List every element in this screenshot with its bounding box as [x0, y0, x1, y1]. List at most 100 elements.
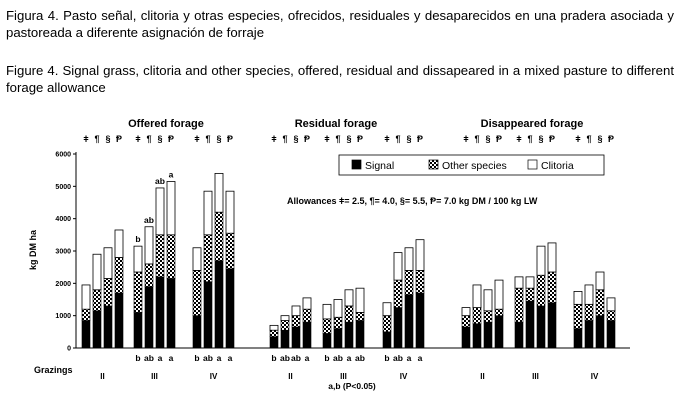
legend: Signal Other species Clitoria: [338, 154, 605, 176]
allowance-symbol: ¶: [395, 134, 400, 144]
bar-signal: [203, 281, 213, 349]
grazing-label: III: [340, 372, 347, 381]
allowance-symbol: ǂ: [575, 134, 580, 144]
bar-other-species: [192, 270, 202, 316]
bar-other-species: [92, 289, 102, 312]
bar-clitoria: [525, 276, 535, 289]
allowance-symbol: ǂ: [194, 134, 199, 144]
bar-clitoria: [547, 242, 557, 273]
bar-clitoria: [393, 252, 403, 281]
grazing-label: II: [480, 372, 484, 381]
significance-letter: ab: [144, 353, 154, 363]
bar-other-species: [302, 308, 312, 323]
allowance-symbol: Ᵽ: [608, 134, 614, 144]
bar-signal: [461, 326, 471, 349]
significance-letter: b: [135, 353, 140, 363]
allowance-symbol: ¶: [474, 134, 479, 144]
allowance-symbol: Ᵽ: [417, 134, 423, 144]
significance-letter: b: [324, 353, 329, 363]
allowance-symbol: ǂ: [83, 134, 88, 144]
bar-other-species: [573, 304, 583, 329]
significance-letter: ab: [291, 353, 301, 363]
bar-other-species: [461, 315, 471, 328]
y-tick-label: 6000: [55, 152, 71, 159]
bar-clitoria: [144, 226, 154, 265]
bar-clitoria: [291, 305, 301, 317]
labels-layer: 0 1000 2000 3000 4000 5000 6000 kg DM ha Grazing…: [28, 118, 614, 391]
bar-signal: [114, 292, 124, 349]
bar-other-species: [225, 232, 235, 270]
significance-letter: ab: [333, 353, 343, 363]
significance-letter: a: [305, 353, 310, 363]
x-axis-label: Grazings: [34, 365, 73, 375]
allowance-symbol: Ᵽ: [496, 134, 502, 144]
significance-letter: a: [228, 353, 233, 363]
bar-other-species: [344, 305, 354, 323]
allowance-symbol: Ᵽ: [227, 134, 233, 144]
allowance-symbol: Ᵽ: [116, 134, 122, 144]
bar-signal: [166, 278, 176, 349]
bar-other-species: [133, 271, 143, 313]
bar-signal: [302, 321, 312, 349]
bar-clitoria: [483, 289, 493, 312]
top-significance-letter: ab: [144, 215, 154, 225]
significance-letter: a: [347, 353, 352, 363]
significance-letter: b: [384, 353, 389, 363]
allowance-symbol: §: [157, 134, 162, 144]
legend-entry: Signal: [365, 160, 394, 172]
bar-signal: [525, 300, 535, 349]
bar-other-species: [322, 318, 332, 334]
bar-signal: [494, 315, 504, 349]
bar-signal: [155, 276, 165, 349]
y-axis-label: kg DM ha: [28, 229, 38, 270]
allowance-symbol: ¶: [586, 134, 591, 144]
bar-clitoria: [225, 190, 235, 234]
bar-signal: [144, 286, 154, 349]
bar-other-species: [155, 234, 165, 278]
bar-clitoria: [344, 289, 354, 307]
allowance-symbol: ¶: [146, 134, 151, 144]
legend-box: [338, 154, 605, 176]
y-tick-label: 0: [67, 346, 71, 353]
allowance-symbol: ǂ: [384, 134, 389, 144]
bar-clitoria: [166, 181, 176, 236]
bar-signal: [280, 329, 290, 349]
allowance-symbol: ǂ: [463, 134, 468, 144]
allowance-symbol: §: [538, 134, 543, 144]
grazing-label: III: [151, 372, 158, 381]
bar-clitoria: [382, 302, 392, 317]
grazing-label: II: [100, 372, 104, 381]
allowance-symbol: ǂ: [135, 134, 140, 144]
allowance-symbol: ǂ: [324, 134, 329, 144]
significance-letter: a: [407, 353, 412, 363]
bar-signal: [344, 321, 354, 349]
bar-other-species: [494, 308, 504, 316]
allowance-symbol: §: [406, 134, 411, 144]
bar-clitoria: [461, 307, 471, 317]
bar-other-species: [404, 270, 414, 295]
allowance-symbol: ǂ: [516, 134, 521, 144]
bar-signal: [415, 292, 425, 349]
significance-note: a,b (P<0.05): [328, 381, 376, 391]
significance-letter: b: [194, 353, 199, 363]
bar-other-species: [584, 304, 594, 321]
panel-title: Disappeared forage: [481, 118, 584, 130]
bar-other-species: [280, 320, 290, 331]
allowance-symbol: §: [293, 134, 298, 144]
bar-clitoria: [536, 245, 546, 276]
bar-clitoria: [514, 276, 524, 289]
bar-clitoria: [595, 271, 605, 291]
bar-clitoria: [155, 187, 165, 236]
bar-signal: [81, 320, 91, 349]
bar-signal: [573, 328, 583, 349]
bar-other-species: [525, 287, 535, 302]
bar-signal: [393, 307, 403, 349]
bar-other-species: [269, 329, 279, 337]
bar-other-species: [114, 257, 124, 294]
bar-other-species: [103, 278, 113, 307]
bar-other-species: [606, 310, 616, 321]
bar-other-species: [355, 312, 365, 321]
allowance-symbol: §: [485, 134, 490, 144]
significance-letter: ab: [393, 353, 403, 363]
